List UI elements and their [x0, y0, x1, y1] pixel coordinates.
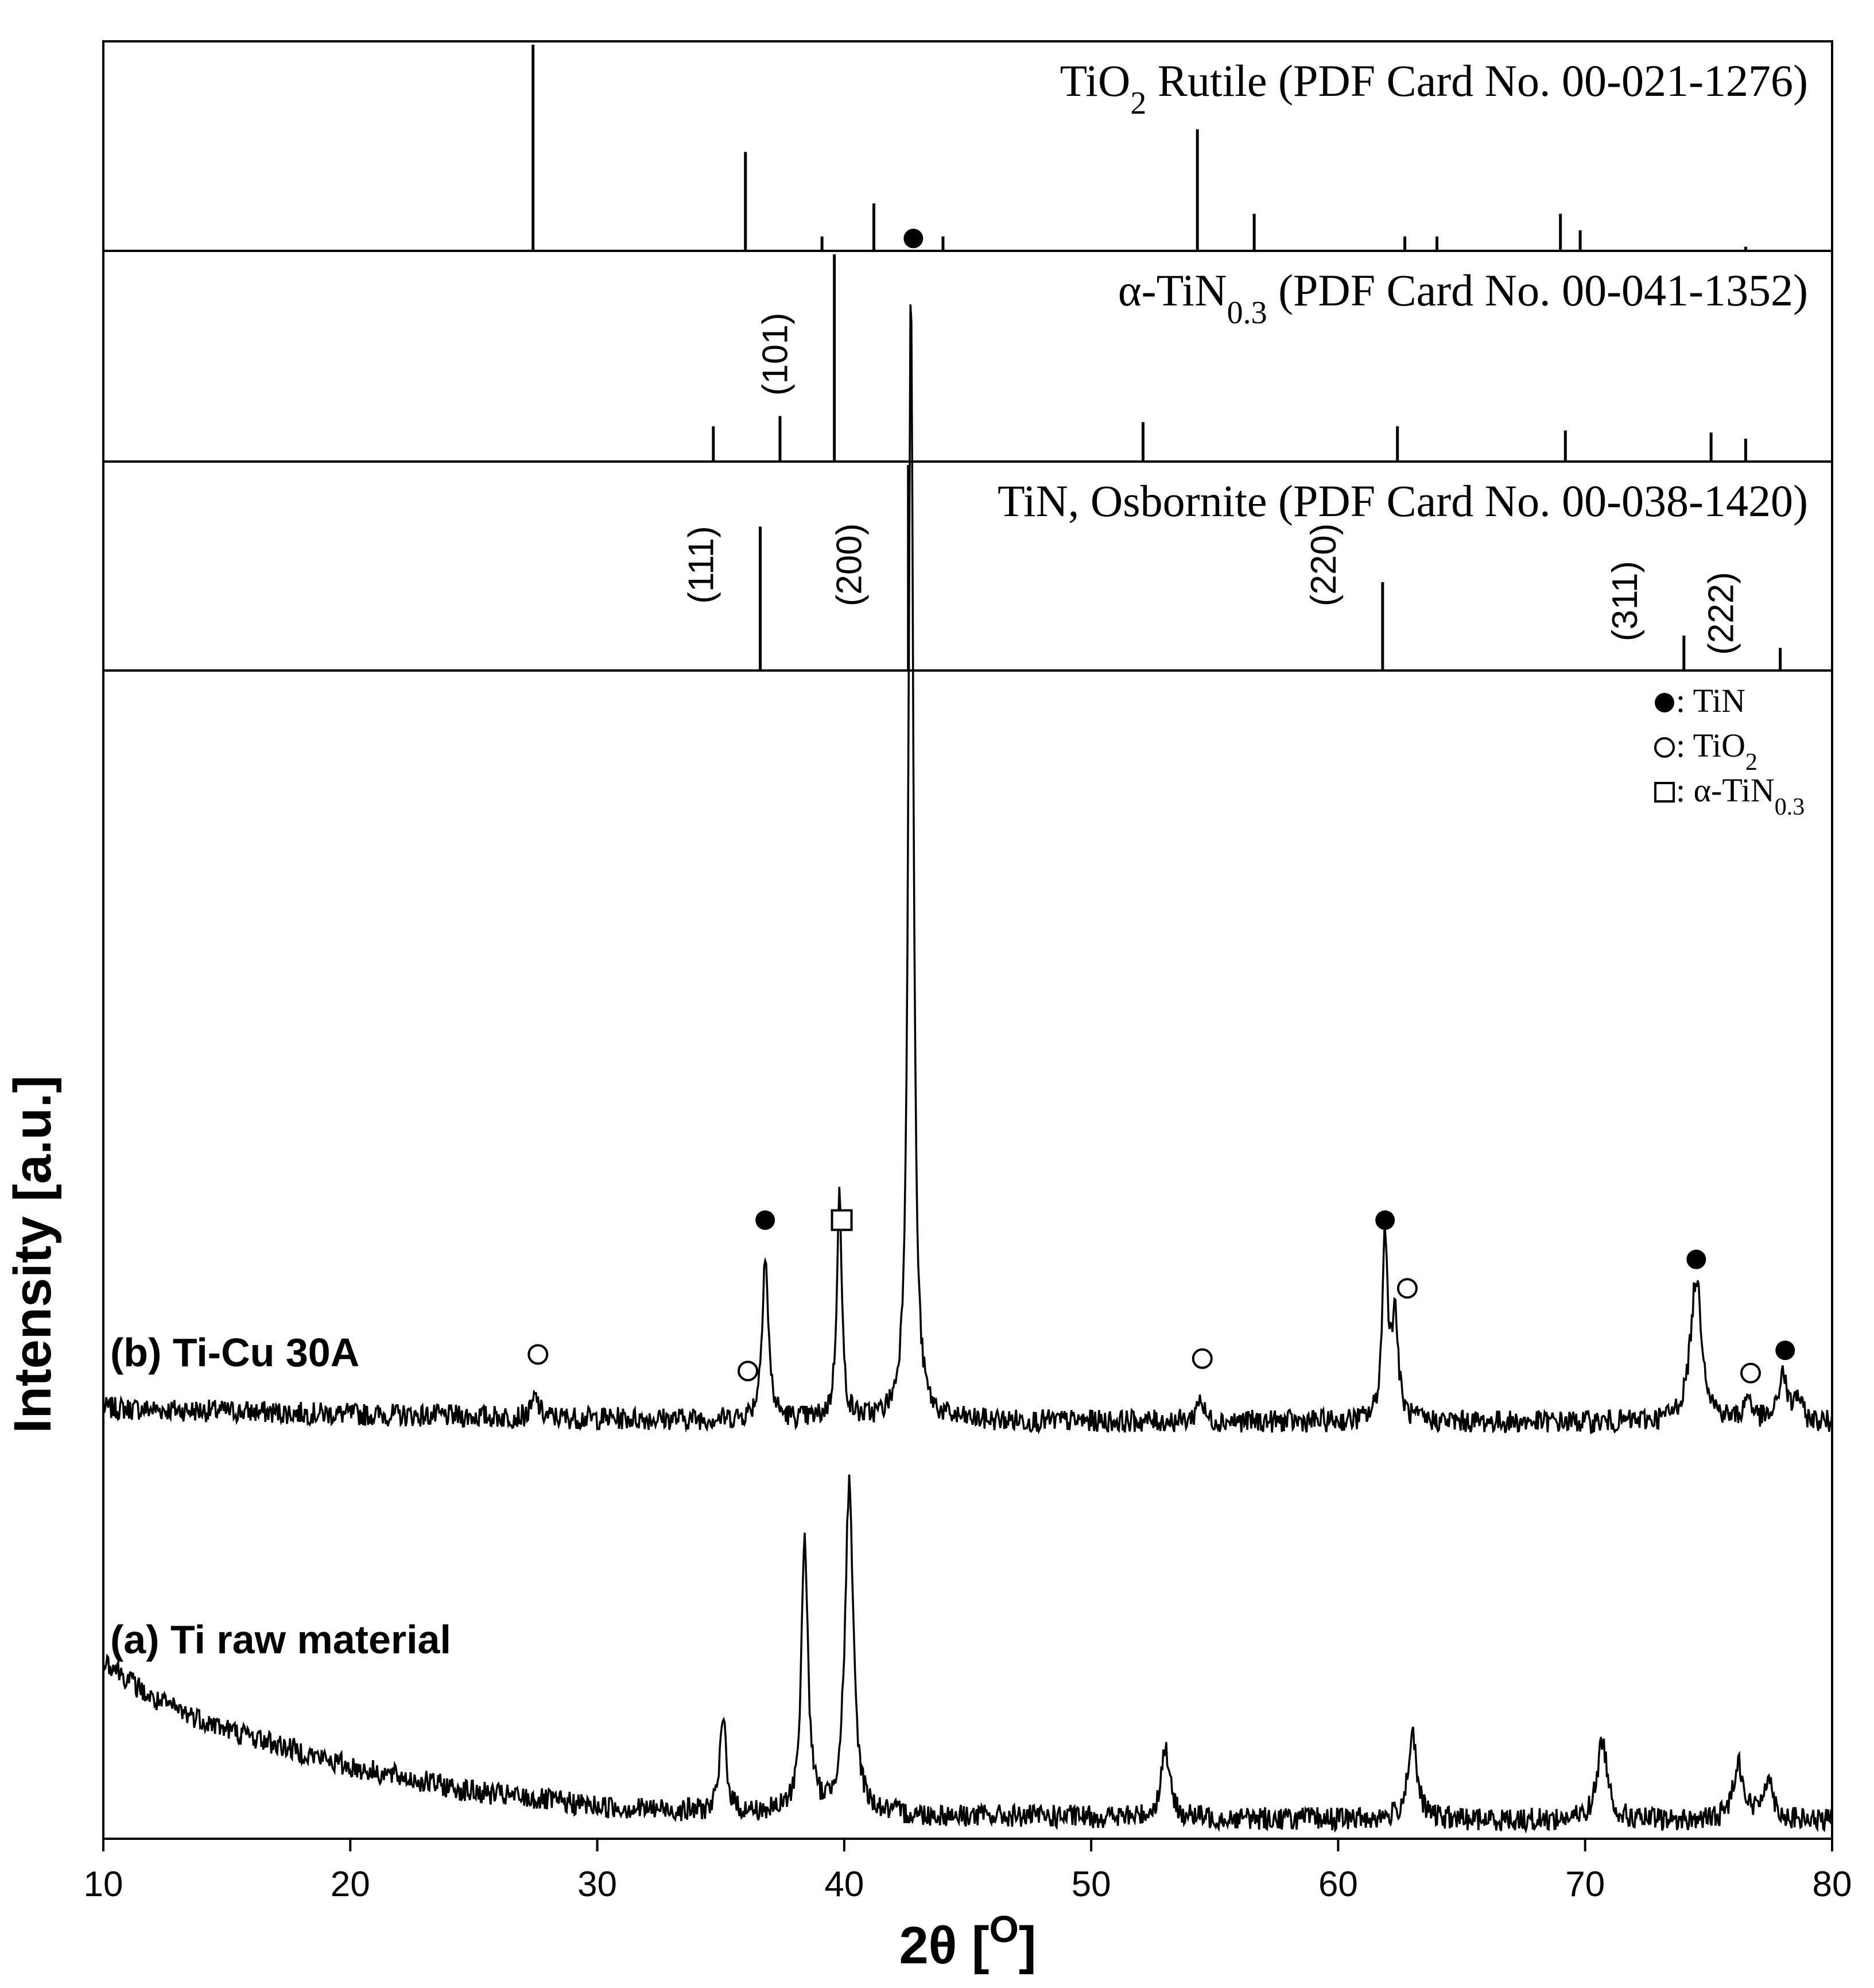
- legend-label-part: : α-TiN: [1676, 772, 1775, 809]
- legend-label: : α-TiN0.3: [1676, 772, 1805, 820]
- reference-card-label-part: TiN, Osbornite (PDF Card No. 00-038-1420…: [998, 476, 1808, 526]
- hkl-label: (220): [1304, 524, 1344, 607]
- alpha-tin-marker: [831, 1209, 853, 1231]
- series-label: (a) Ti raw material: [110, 1617, 451, 1662]
- series-2: (a) Ti raw material: [102, 1474, 1833, 1834]
- x-tick-label: 80: [1813, 1865, 1852, 1904]
- axes: 10 20 30 40 50 60 70 80 2θ [O] Intensity [a.u.]: [3, 1075, 1852, 1975]
- reference-card-label-part: Rutile (PDF Card No. 00-021-1276): [1146, 56, 1808, 106]
- series-line: [102, 304, 1833, 1435]
- hkl-label: (111): [682, 526, 721, 604]
- legend-label: : TiN: [1676, 682, 1745, 719]
- reference-card-label-part: α-TiN: [1118, 265, 1227, 315]
- x-axis-label-part: O: [990, 1908, 1019, 1950]
- tin-marker: [1775, 1340, 1795, 1361]
- reference-card-label: TiO2 Rutile (PDF Card No. 00-021-1276): [1060, 56, 1808, 121]
- reference-card-label-part: 2: [1130, 86, 1146, 121]
- series-label: (b) Ti-Cu 30A: [110, 1330, 359, 1375]
- x-tick-label: 50: [1072, 1865, 1111, 1904]
- tin-marker: [755, 1210, 775, 1230]
- tin-marker: [1375, 1210, 1395, 1230]
- legend-label: : TiO2: [1676, 727, 1757, 776]
- x-axis-label-part: 2θ [: [899, 1916, 989, 1975]
- reference-card-label-part: TiO: [1060, 56, 1130, 106]
- main-plot-frame: [102, 669, 1833, 1840]
- reference-card-label-part: (PDF Card No. 00-041-1352): [1267, 265, 1808, 315]
- hkl-label: (101): [756, 313, 796, 396]
- legend-symbol: [1654, 737, 1675, 758]
- reference-panel-1: TiO2 Rutile (PDF Card No. 00-021-1276): [102, 40, 1833, 252]
- x-tick-label: 10: [84, 1865, 123, 1904]
- x-tick-label: 40: [824, 1865, 864, 1904]
- reference-card-label: α-TiN0.3 (PDF Card No. 00-041-1352): [1118, 265, 1808, 331]
- tio2-marker: [527, 1344, 549, 1365]
- x-axis-label-part: ]: [1019, 1916, 1037, 1975]
- x-axis-label: 2θ [O]: [899, 1908, 1036, 1975]
- reference-panel-2: α-TiN0.3 (PDF Card No. 00-041-1352) (101): [102, 250, 1833, 463]
- tio2-marker: [1396, 1278, 1418, 1299]
- tio2-marker: [1740, 1362, 1762, 1384]
- tio2-marker: [738, 1361, 759, 1382]
- hkl-label: (200): [830, 524, 870, 607]
- legend-label-part: : TiO: [1676, 727, 1745, 764]
- legend-symbol: [1654, 782, 1675, 803]
- series-1: (b) Ti-Cu 30A: [102, 228, 1833, 1435]
- reference-panel-3: TiN, Osbornite (PDF Card No. 00-038-1420…: [102, 460, 1833, 672]
- reference-card-label-part: 0.3: [1227, 295, 1267, 331]
- tio2-marker: [1192, 1348, 1213, 1369]
- x-tick-label: 20: [331, 1865, 370, 1904]
- hkl-label: (222): [1702, 572, 1741, 655]
- legend-symbol: [1655, 693, 1674, 712]
- main-plot: (b) Ti-Cu 30A(a) Ti raw material: TiN: T…: [102, 228, 1833, 1840]
- legend-label-part: : TiN: [1676, 682, 1745, 719]
- y-axis-label: Intensity [a.u.]: [3, 1075, 62, 1433]
- reference-panels: TiO2 Rutile (PDF Card No. 00-021-1276) α-…: [102, 40, 1833, 672]
- legend-label-part: 2: [1745, 749, 1757, 776]
- legend: : TiN : TiO2: α-TiN0.3: [1654, 682, 1805, 820]
- x-tick-label: 70: [1565, 1865, 1605, 1904]
- reference-card-label: TiN, Osbornite (PDF Card No. 00-038-1420…: [998, 476, 1808, 526]
- hkl-label: (311): [1605, 561, 1645, 641]
- series-line: [102, 1474, 1833, 1834]
- x-tick-label: 60: [1318, 1865, 1358, 1904]
- tin-marker: [1686, 1249, 1706, 1269]
- x-tick-label: 30: [577, 1865, 617, 1904]
- legend-label-part: 0.3: [1775, 794, 1805, 820]
- tin-marker: [903, 228, 924, 249]
